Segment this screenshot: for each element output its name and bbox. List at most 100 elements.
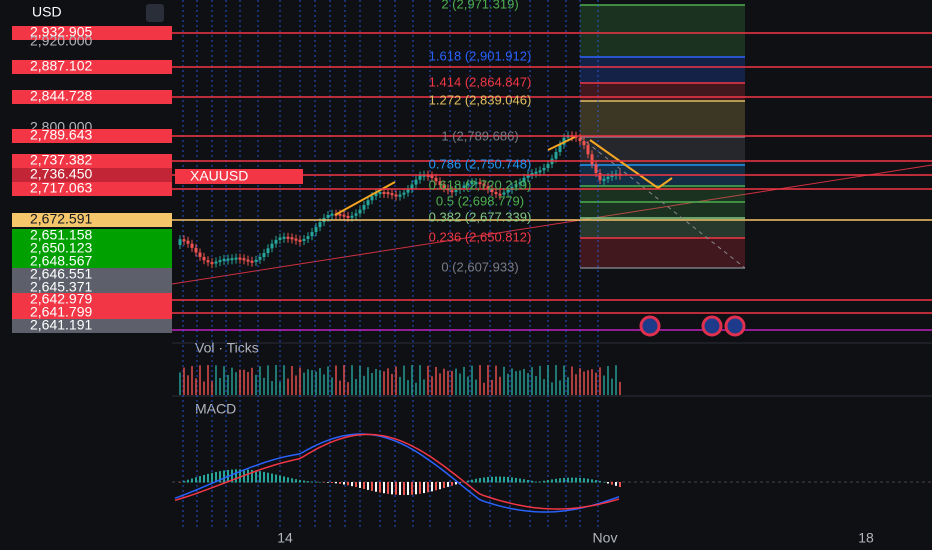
volume-bar — [303, 372, 305, 395]
volume-bar — [331, 377, 333, 395]
volume-bar — [199, 365, 201, 395]
macd-hist — [307, 481, 309, 483]
macd-hist — [535, 481, 537, 483]
candle-body — [198, 252, 202, 257]
price-label-box — [12, 213, 172, 227]
volume-bar — [567, 377, 569, 395]
volume-bar — [527, 373, 529, 395]
macd-hist — [367, 482, 369, 490]
candle-body — [346, 215, 350, 218]
volume-bar — [375, 369, 377, 395]
candle-body — [270, 243, 274, 249]
fib-label: 1 (2,789.686) — [441, 128, 518, 143]
macd-hist — [403, 482, 405, 496]
candle-body — [358, 209, 362, 214]
fib-zone — [580, 83, 745, 101]
fib-label: 0.786 (2,750.748) — [429, 156, 532, 171]
volume-bar — [231, 367, 233, 395]
candle-body — [562, 137, 566, 145]
macd-hist — [363, 482, 365, 489]
volume-bar — [543, 379, 545, 395]
price-label-box — [12, 154, 172, 168]
volume-bar — [419, 365, 421, 395]
volume-bar — [323, 374, 325, 395]
volume-bar — [555, 365, 557, 395]
macd-hist — [295, 479, 297, 483]
candle-body — [202, 256, 206, 261]
macd-hist — [387, 482, 389, 494]
volume-bar — [211, 381, 213, 395]
candle-body — [434, 177, 438, 182]
candle-body — [234, 257, 238, 260]
macd-hist — [319, 481, 321, 483]
macd-hist — [379, 482, 381, 493]
volume-bar — [603, 375, 605, 395]
macd-hist — [399, 482, 401, 495]
candle-body — [282, 236, 286, 239]
volume-bar — [599, 367, 601, 395]
scale-button[interactable] — [146, 4, 164, 22]
candle-body — [178, 239, 182, 245]
macd-hist — [611, 482, 613, 485]
candle-body — [466, 183, 470, 186]
macd-hist — [467, 480, 469, 483]
price-label-box — [12, 229, 172, 243]
volume-bar — [607, 366, 609, 395]
candle-body — [426, 174, 430, 177]
candle-body — [218, 260, 222, 263]
volume-bar — [227, 374, 229, 395]
volume-bar — [587, 370, 589, 395]
volume-bar — [255, 374, 257, 395]
macd-hist — [323, 482, 325, 483]
price-label-box — [12, 319, 172, 333]
candle-body — [558, 144, 562, 153]
macd-hist — [423, 482, 425, 494]
macd-hist — [255, 470, 257, 483]
candle-body — [506, 189, 510, 193]
candle-body — [250, 260, 254, 263]
candle-body — [494, 192, 498, 195]
candle-body — [374, 193, 378, 197]
macd-hist — [231, 469, 233, 483]
candle-body — [534, 171, 538, 174]
volume-bar — [195, 378, 197, 395]
candle-body — [586, 145, 590, 155]
candle-body — [190, 243, 194, 248]
volume-bar — [447, 370, 449, 395]
macd-hist — [555, 478, 557, 483]
volume-bar — [511, 368, 513, 395]
candle-body — [438, 181, 442, 185]
macd-hist — [615, 482, 617, 486]
candle-body — [382, 191, 386, 194]
macd-hist — [607, 482, 609, 484]
candle-body — [610, 174, 614, 177]
volume-bar — [339, 380, 341, 395]
fib-zone — [580, 186, 745, 202]
candle-body — [422, 174, 426, 177]
macd-hist — [511, 477, 513, 483]
currency: USD — [32, 4, 62, 20]
macd-hist — [591, 479, 593, 483]
volume-bar — [503, 366, 505, 395]
volume-bar — [279, 381, 281, 395]
volume-bar — [515, 371, 517, 395]
volume-bar — [283, 365, 285, 395]
volume-bar — [615, 365, 617, 395]
volume-bar — [575, 374, 577, 395]
volume-bar — [223, 366, 225, 395]
candle-body — [206, 260, 210, 263]
candle-body — [226, 258, 230, 261]
volume-bar — [299, 367, 301, 395]
macd-hist — [571, 477, 573, 483]
volume-bar — [471, 365, 473, 395]
macd-hist — [355, 482, 357, 488]
volume-bar — [259, 366, 261, 395]
macd-hist — [491, 476, 493, 483]
candle-body — [442, 184, 446, 189]
price-label-box — [12, 242, 172, 256]
candle-body — [242, 258, 246, 261]
volume-bar — [311, 370, 313, 395]
macd-hist — [303, 480, 305, 483]
candle-body — [338, 213, 342, 216]
